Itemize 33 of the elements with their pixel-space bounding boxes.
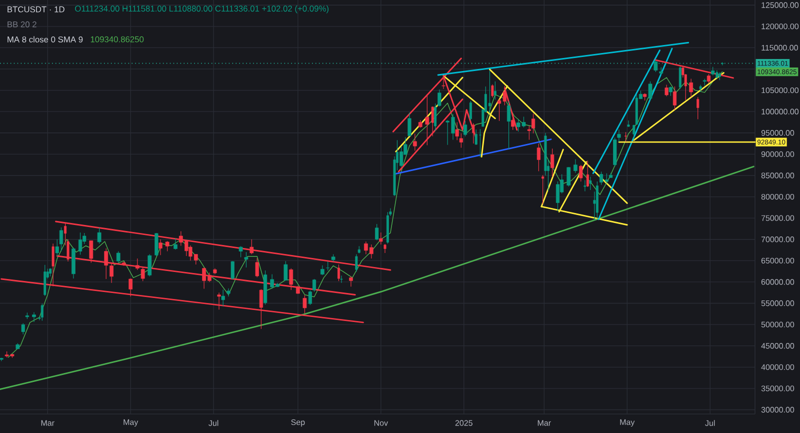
y-tick-label: 45000.00	[761, 343, 794, 349]
text: BTCUSDT · 1D	[8, 6, 64, 12]
y-tick-label: 60000.00	[761, 279, 794, 285]
annotation: BB 20 2	[8, 21, 36, 28]
x-tick-label: Jul	[208, 420, 218, 426]
x-tick-label: 2025	[455, 420, 472, 426]
y-tick-label: 35000.00	[761, 386, 794, 392]
y-tick-label: 85000.00	[761, 172, 794, 178]
y-tick-label: 95000.00	[761, 130, 794, 136]
y-tick-label: 40000.00	[761, 364, 794, 370]
y-tick-label: 120000.00	[762, 24, 799, 30]
y-tick-label: 115000.00	[762, 44, 798, 51]
y-tick-label: 80000.00	[761, 194, 794, 200]
x-tick-label: May	[620, 419, 635, 427]
x-tick-label: Mar	[41, 420, 54, 426]
x-tick-label: Mar	[538, 420, 551, 426]
y-tick-label: 50000.00	[761, 322, 794, 328]
annotation: MA 8 close 0 SMA 9	[8, 36, 83, 42]
x-tick-label: Sep	[291, 419, 305, 427]
y-tick-label: 30000.00	[761, 406, 794, 413]
y-tick-label: 105000.00	[762, 87, 799, 94]
x-tick-label: May	[124, 419, 138, 427]
y-tick-label: 90000.00	[761, 151, 794, 158]
y-tick-label: 125000.00	[762, 2, 799, 8]
x-tick-label: Nov	[374, 420, 388, 426]
text: O111234.00 H111581.00 L110880.00 C111336.01 +102.02 (+0.09%)	[75, 5, 328, 14]
annotation: 109340.86250	[90, 36, 144, 42]
x-tick-label: Jul	[705, 420, 715, 426]
y-tick-label: 55000.00	[761, 300, 794, 306]
y-tick-label: 75000.00	[761, 215, 794, 221]
y-tick-label: 70000.00	[761, 236, 794, 242]
y-tick-label: 100000.00	[762, 108, 799, 114]
y-tick-label: 65000.00	[761, 258, 794, 264]
